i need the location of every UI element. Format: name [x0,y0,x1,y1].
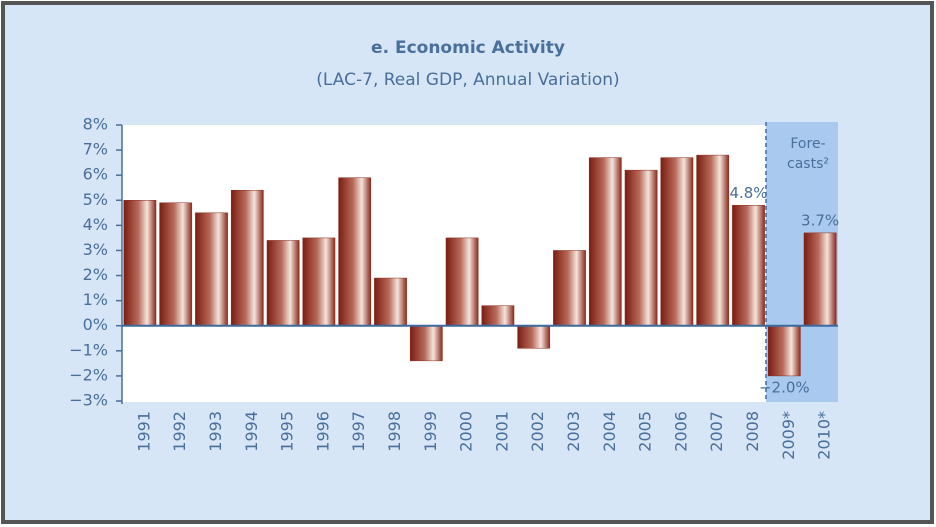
x-tick-label: 2007 [707,411,726,452]
value-label: 4.8% [729,184,767,202]
bar [230,189,264,326]
x-tick-label: 1997 [349,411,368,452]
bar [553,250,586,326]
bar [159,202,193,326]
x-tick-label: 1996 [313,411,332,452]
y-tick-label: 4% [83,215,108,234]
x-tick-label: 2005 [636,411,655,452]
x-tick-label: 2010* [815,411,834,460]
x-tick-label: 2004 [600,411,619,452]
plot-area [122,125,766,402]
y-tick-label: −1% [69,340,108,359]
y-tick-label: 6% [83,165,108,184]
value-label: −2.0% [759,378,810,396]
bar [803,232,837,326]
bar [732,205,765,326]
x-tick-label: 2001 [492,411,511,452]
x-tick-label: 1991 [134,411,153,452]
x-tick-label: 1995 [278,411,297,452]
x-tick-label: 1993 [206,411,225,452]
bar [624,169,658,326]
bar [481,305,515,326]
bar [517,325,551,349]
y-tick-label: 8% [83,115,108,134]
y-tick-label: 1% [83,290,108,309]
x-tick-label: 2002 [528,411,547,452]
bar [409,325,443,362]
bar [374,277,407,326]
y-tick-label: −2% [69,365,108,384]
chart-subtitle: (LAC-7, Real GDP, Annual Variation) [316,70,619,90]
bar [338,177,372,326]
chart-title: e. Economic Activity [371,38,565,58]
bar [195,212,228,326]
x-tick-label: 2009* [779,411,798,460]
value-label: 3.7% [801,211,839,229]
bar [123,200,157,326]
y-tick-label: 3% [83,240,108,259]
x-tick-label: 1994 [242,411,261,452]
x-tick-label: 1998 [385,411,404,452]
y-tick-label: −3% [69,391,108,410]
y-tick-label: 7% [83,140,108,159]
x-tick-label: 2003 [564,411,583,452]
y-tick-label: 0% [83,315,108,334]
bar [445,237,479,326]
x-tick-label: 1999 [421,411,440,452]
x-tick-label: 2006 [671,411,690,452]
bar [302,237,336,326]
bar [588,157,622,326]
annotation: Fore- [790,136,825,152]
x-tick-label: 1992 [170,411,189,452]
annotation: casts² [787,156,829,172]
x-tick-label: 2008 [743,411,762,452]
bar [696,154,730,326]
y-tick-label: 5% [83,190,108,209]
y-tick-label: 2% [83,265,108,284]
bar [266,240,300,326]
bar [767,325,801,377]
bar [660,157,694,326]
x-tick-label: 2000 [457,411,476,452]
